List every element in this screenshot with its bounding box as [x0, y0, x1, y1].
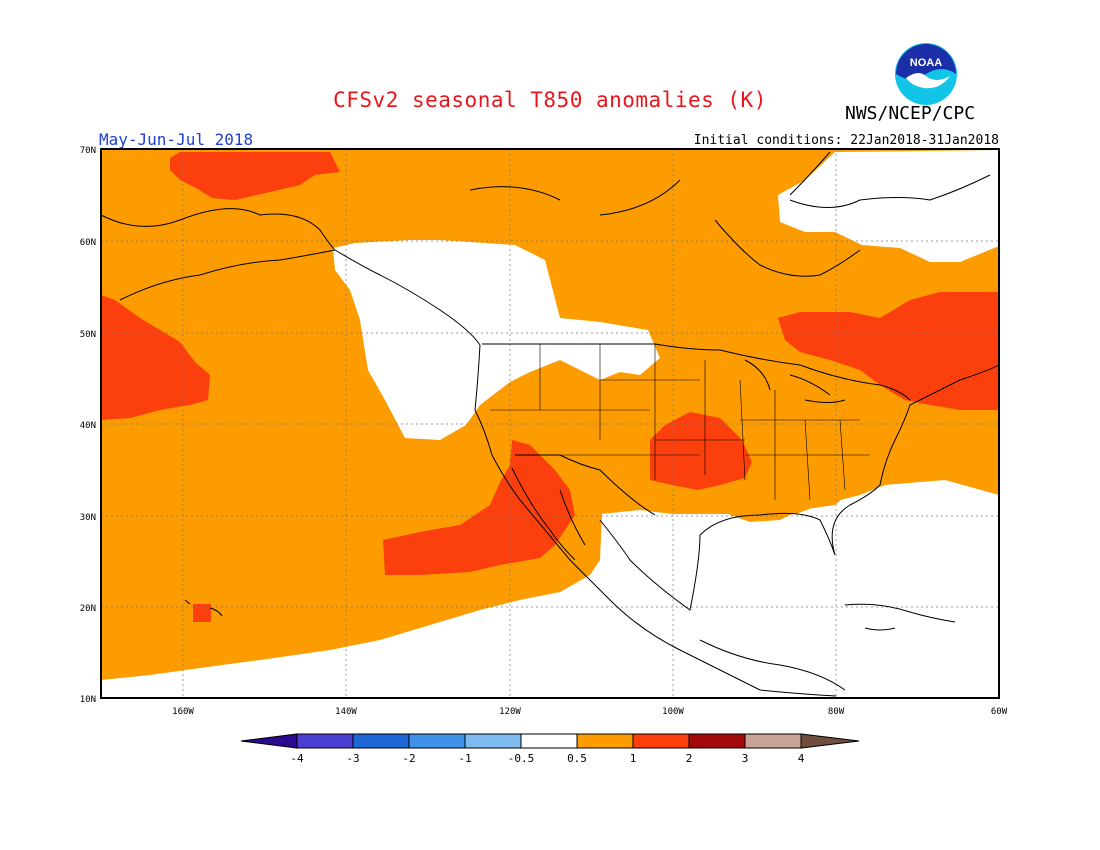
lat-label: 70N: [80, 146, 96, 156]
us-canada-border: [482, 343, 911, 401]
red-hawaii-region: [193, 604, 211, 622]
lon-axis-labels: 160W 140W 120W 100W 80W 60W: [172, 707, 1008, 717]
lon-label: 100W: [662, 707, 684, 717]
colorbar-label: -0.5: [508, 752, 535, 765]
warm-anomaly-regions: [101, 152, 999, 622]
central-america: [699, 639, 846, 691]
initial-conditions-label: Initial conditions: 22Jan2018-31Jan2018: [693, 133, 999, 148]
hudson-bay: [714, 151, 861, 277]
colorbar-label: 2: [686, 752, 693, 765]
lat-label: 40N: [80, 421, 96, 431]
hawaii-islands: [184, 599, 223, 617]
colorbar: -4 -3 -2 -1 -0.5 0.5 1 2 3 4: [240, 733, 860, 765]
colorbar-label: 0.5: [567, 752, 587, 765]
red-bering-region: [170, 152, 340, 200]
lat-axis-labels: 70N 60N 50N 40N 30N 20N 10N: [80, 146, 96, 705]
colorbar-swatch: [744, 733, 802, 749]
map-frame: [100, 148, 1000, 699]
cuba-caribbean: [844, 603, 956, 631]
white-pacific-south-strip: [101, 514, 999, 698]
colorbar-swatch: [296, 733, 354, 749]
colorbar-label: 1: [630, 752, 637, 765]
lat-label: 10N: [80, 695, 96, 705]
colorbar-swatch: [464, 733, 522, 749]
season-label: May-Jun-Jul 2018: [99, 130, 254, 149]
colorbar-swatch: [520, 733, 578, 749]
north-america-west-coast: [334, 249, 837, 697]
lat-label: 30N: [80, 513, 96, 523]
lat-lon-grid: [101, 149, 999, 698]
coastlines: [100, 151, 1000, 697]
lat-label: 60N: [80, 238, 96, 248]
baja-peninsula: [511, 467, 586, 561]
lon-label: 140W: [335, 707, 357, 717]
white-arctic-canada-region: [778, 150, 999, 262]
near-normal-regions: [101, 150, 999, 720]
colorbar-swatch: [632, 733, 690, 749]
red-baja-region: [383, 440, 575, 575]
colorbar-max-arrow: [800, 733, 860, 749]
colorbar-swatch: [688, 733, 746, 749]
colorbar-label: -1: [458, 752, 471, 765]
red-plains-region: [650, 412, 752, 490]
colorbar-swatch: [352, 733, 410, 749]
agency-label: NWS/NCEP/CPC: [845, 103, 976, 124]
red-north-pacific-region: [101, 295, 210, 420]
svg-text:NOAA: NOAA: [910, 57, 942, 69]
colorbar-swatch: [408, 733, 466, 749]
colorbar-swatch: [576, 733, 634, 749]
great-lakes: [744, 359, 846, 403]
colorbar-label: 4: [798, 752, 805, 765]
lon-label: 160W: [172, 707, 194, 717]
lat-label: 50N: [80, 330, 96, 340]
arctic-islands: [469, 174, 991, 216]
colorbar-label: 3: [742, 752, 749, 765]
state-borders: [490, 344, 870, 501]
us-mexico-border: [515, 454, 656, 516]
gulf-coast: [599, 364, 1000, 611]
red-northeast-region: [778, 292, 999, 410]
lon-label: 60W: [991, 707, 1008, 717]
lon-label: 120W: [499, 707, 521, 717]
noaa-logo: NOAA: [895, 43, 957, 105]
map-title: CFSv2 seasonal T850 anomalies (K): [333, 88, 767, 112]
lon-label: 80W: [828, 707, 845, 717]
orange-florida-lobe: [725, 470, 850, 522]
lat-label: 20N: [80, 604, 96, 614]
white-northwest-region: [333, 240, 660, 440]
colorbar-label: -2: [402, 752, 415, 765]
colorbar-min-arrow: [240, 733, 298, 749]
alaska-coast: [100, 208, 336, 301]
colorbar-label: -3: [346, 752, 359, 765]
colorbar-label: -4: [290, 752, 304, 765]
